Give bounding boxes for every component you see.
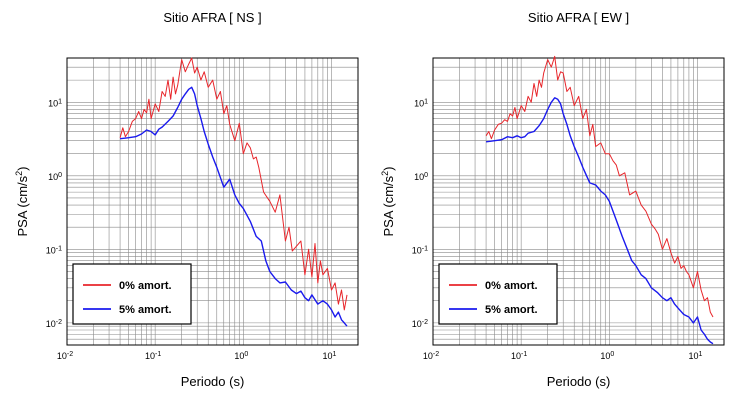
x-tick-label: 10-1 bbox=[145, 351, 161, 362]
legend-label: 5% amort. bbox=[485, 304, 538, 316]
series-line-blue bbox=[120, 86, 348, 327]
legend: 0% amort. 5% amort. bbox=[72, 263, 192, 325]
legend-label: 5% amort. bbox=[119, 304, 172, 316]
y-axis-label: PSA (cm/s2) bbox=[14, 166, 30, 236]
x-tick-label: 100 bbox=[234, 351, 248, 362]
x-tick-label: 10-2 bbox=[423, 351, 439, 362]
chart-panel-2: 10-2 10-1 100 101 10-2 10-1 100 101 Sitio AFRA [… bbox=[380, 10, 725, 389]
legend-label: 0% amort. bbox=[119, 280, 172, 292]
y-tick-label: 10-1 bbox=[412, 245, 428, 256]
legend-box bbox=[438, 263, 558, 325]
y-tick-label: 10-2 bbox=[46, 318, 62, 329]
x-tick-label: 100 bbox=[600, 351, 614, 362]
y-tick-label: 101 bbox=[414, 98, 428, 109]
chart-title: Sitio AFRA [ EW ] bbox=[528, 10, 629, 25]
y-tick-label: 100 bbox=[48, 171, 62, 182]
plot-frame bbox=[432, 57, 725, 346]
chart-panel-1: 10-2 10-1 100 101 10-2 10-1 100 101 Sitio AFRA [… bbox=[14, 10, 359, 389]
y-tick-label: 100 bbox=[414, 171, 428, 182]
grid bbox=[433, 58, 724, 345]
y-axis-label: PSA (cm/s2) bbox=[380, 166, 396, 236]
series-line-red bbox=[485, 55, 714, 318]
chart-title: Sitio AFRA [ NS ] bbox=[163, 10, 261, 25]
legend-label: 0% amort. bbox=[485, 280, 538, 292]
x-axis-label: Periodo (s) bbox=[547, 374, 611, 389]
legend-box bbox=[72, 263, 192, 325]
legend: 0% amort. 5% amort. bbox=[438, 263, 558, 325]
y-tick-label: 10-2 bbox=[412, 318, 428, 329]
x-axis-label: Periodo (s) bbox=[181, 374, 245, 389]
x-tick-label: 101 bbox=[323, 351, 337, 362]
y-tick-label: 101 bbox=[48, 98, 62, 109]
plot-frame bbox=[66, 57, 359, 346]
x-tick-label: 10-2 bbox=[57, 351, 73, 362]
series-line-blue bbox=[486, 97, 714, 345]
x-tick-label: 10-1 bbox=[511, 351, 527, 362]
y-tick-label: 10-1 bbox=[46, 245, 62, 256]
series-line-red bbox=[119, 57, 348, 311]
x-tick-label: 101 bbox=[689, 351, 703, 362]
